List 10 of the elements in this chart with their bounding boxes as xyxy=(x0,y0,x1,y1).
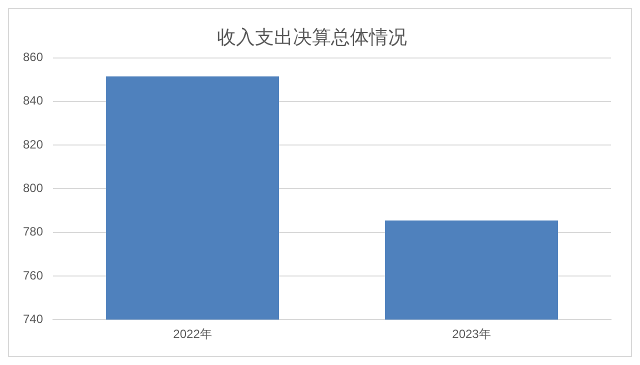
x-tick-label: 2022年 xyxy=(173,327,212,342)
y-tick-label: 800 xyxy=(22,181,44,196)
y-tick-label: 760 xyxy=(22,268,44,282)
y-tick-label: 780 xyxy=(22,224,44,239)
chart-title: 收入支出决算总体情况 xyxy=(217,28,407,49)
y-tick-label: 840 xyxy=(22,94,44,108)
y-tick-label: 860 xyxy=(22,50,44,64)
y-tick-label: 740 xyxy=(22,312,44,326)
y-tick-label: 820 xyxy=(22,137,44,152)
x-tick-label: 2023年 xyxy=(452,327,491,342)
